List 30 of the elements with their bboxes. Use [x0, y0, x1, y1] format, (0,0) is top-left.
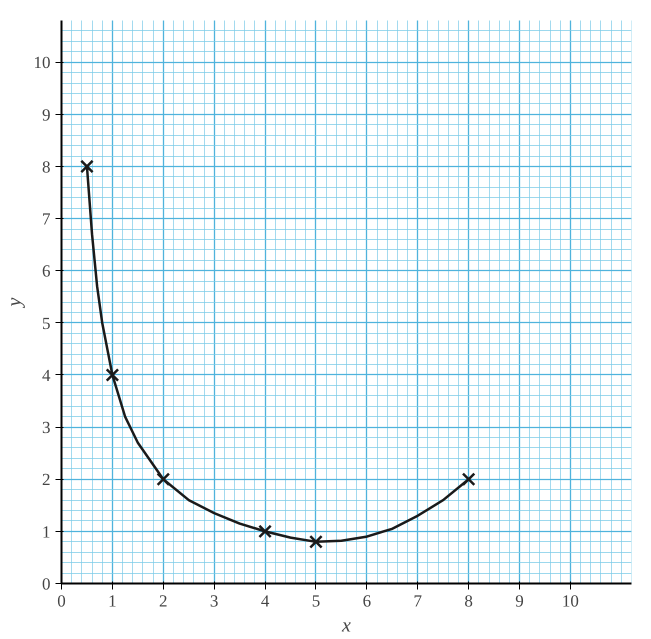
- x-axis-title: x: [341, 614, 352, 636]
- y-tick-label: 1: [42, 522, 50, 542]
- x-tick-label: 2: [159, 592, 168, 610]
- y-tick-label: 8: [42, 157, 50, 176]
- y-tick-label: 3: [42, 418, 50, 438]
- point: [80, 160, 94, 174]
- point: [462, 472, 476, 486]
- y-tick-label: 0: [42, 574, 50, 594]
- x-tick-label: 9: [515, 592, 524, 610]
- y-tick-label: 6: [42, 262, 50, 281]
- x-tick-label: 8: [464, 592, 473, 610]
- y-tick-label: 2: [42, 470, 50, 490]
- point: [105, 368, 120, 382]
- x-tick-label: 0: [57, 592, 66, 610]
- x-tick-label: 5: [312, 592, 320, 610]
- y-tick-label: 9: [42, 105, 50, 124]
- x-tick-label: 6: [362, 592, 372, 610]
- point: [156, 472, 170, 486]
- x-tick-label: 7: [414, 592, 422, 610]
- x-tick-label: 10: [562, 592, 579, 610]
- x-tick-label: 3: [210, 592, 218, 610]
- y-axis-title: y: [4, 297, 26, 308]
- point: [258, 524, 272, 538]
- y-tick-label: 7: [42, 210, 51, 229]
- y-tick-label: 4: [42, 366, 51, 385]
- y-tick-label: 5: [42, 314, 50, 333]
- x-tick-label: 4: [260, 592, 270, 610]
- x-tick-label: 1: [108, 592, 117, 610]
- point: [309, 534, 323, 549]
- y-tick-label: 10: [34, 53, 50, 72]
